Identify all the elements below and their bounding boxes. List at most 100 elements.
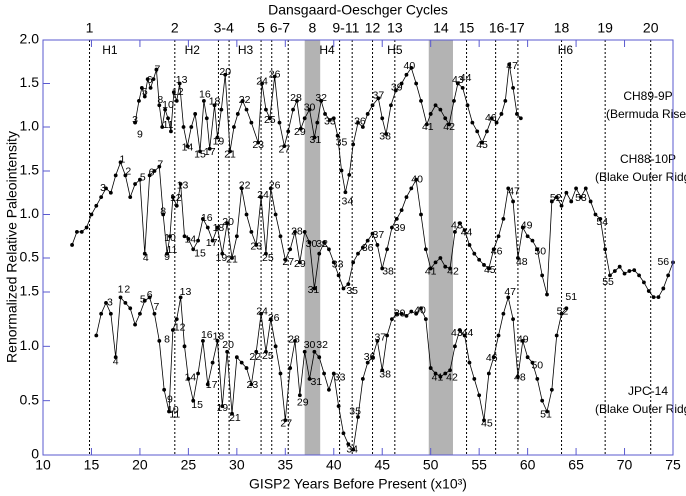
heinrich-label: H5 [387,43,403,57]
heinrich-label: H6 [558,43,574,57]
data-point [249,382,254,387]
data-point [414,177,419,182]
data-point [414,311,419,316]
data-point [477,257,482,262]
data-point [169,129,173,134]
data-point [390,317,394,322]
data-point [99,311,104,316]
data-point [496,333,501,338]
data-point [331,371,336,376]
cycle-label: 16-17 [489,20,525,36]
point-label: 21 [224,149,236,161]
point-label: 37 [373,89,385,101]
data-point [385,247,389,252]
data-point [472,251,477,256]
data-point [501,216,506,221]
point-label: 12 [172,86,184,98]
data-point [272,74,277,79]
data-point [165,251,169,256]
x-tick-label: 75 [665,457,681,473]
data-point [428,366,433,370]
point-label: 46 [486,352,498,364]
data-point [356,415,360,419]
data-point [191,247,196,252]
data-point [196,371,200,376]
data-point [244,366,249,370]
data-point [480,140,484,145]
point-label: 54 [596,216,608,228]
data-point [612,269,617,273]
data-point [244,212,249,217]
data-point [470,120,475,125]
data-point [380,266,385,271]
data-point [661,286,666,291]
data-point [322,371,326,376]
data-point [438,374,443,379]
point-label: 27 [280,417,292,429]
data-point [370,231,375,236]
point-label: 32 [316,339,328,351]
data-point [637,273,641,278]
data-point [223,72,228,77]
data-point [133,182,137,186]
data-point [204,116,209,121]
data-point [356,251,360,256]
point-label: 3 [100,182,106,194]
data-point [210,238,215,243]
data-point [549,199,554,204]
point-label: 5 [142,86,148,98]
data-point [365,360,370,365]
data-point [389,103,393,108]
data-point [198,149,202,154]
y-tick-label: 1.0 [20,118,40,134]
point-label: 14 [182,142,194,154]
data-point [394,216,399,221]
data-point [516,256,520,260]
data-point [336,404,341,408]
data-point [240,99,245,103]
data-point [554,195,559,200]
point-label: 31 [310,134,322,146]
data-point [448,266,452,271]
data-point [249,230,254,234]
x-tick-label: 10 [35,457,51,473]
data-point [205,382,210,387]
data-point [189,125,194,129]
point-label: 26 [269,69,281,81]
data-point [286,129,291,134]
data-point [520,225,525,230]
data-point [182,344,187,349]
point-label: 6 [149,167,155,179]
point-label: 4 [113,355,119,367]
data-point [295,99,299,103]
point-label: 32 [316,238,328,250]
data-point [157,164,162,169]
data-point [212,103,217,108]
data-point [201,339,205,343]
data-point [104,300,108,305]
data-point [278,371,283,376]
data-point [419,306,423,311]
data-point [375,339,380,343]
data-point [75,230,79,234]
data-point [118,160,123,165]
point-label: 27 [282,256,294,268]
y-tick-label: 1.5 [20,283,40,299]
point-label: 12 [170,192,182,204]
data-point [256,140,261,145]
point-label: 7 [157,159,163,171]
data-point [499,112,504,116]
data-point [278,234,283,239]
data-point [394,311,399,316]
data-point [351,260,356,265]
point-label: 10 [162,99,174,111]
point-label: 3 [132,114,138,126]
data-point [307,107,312,112]
data-point [443,371,448,376]
point-label: 51 [565,291,577,303]
data-point [632,268,637,273]
point-label: 53 [575,192,587,204]
data-point [460,85,465,90]
data-point [651,295,656,300]
